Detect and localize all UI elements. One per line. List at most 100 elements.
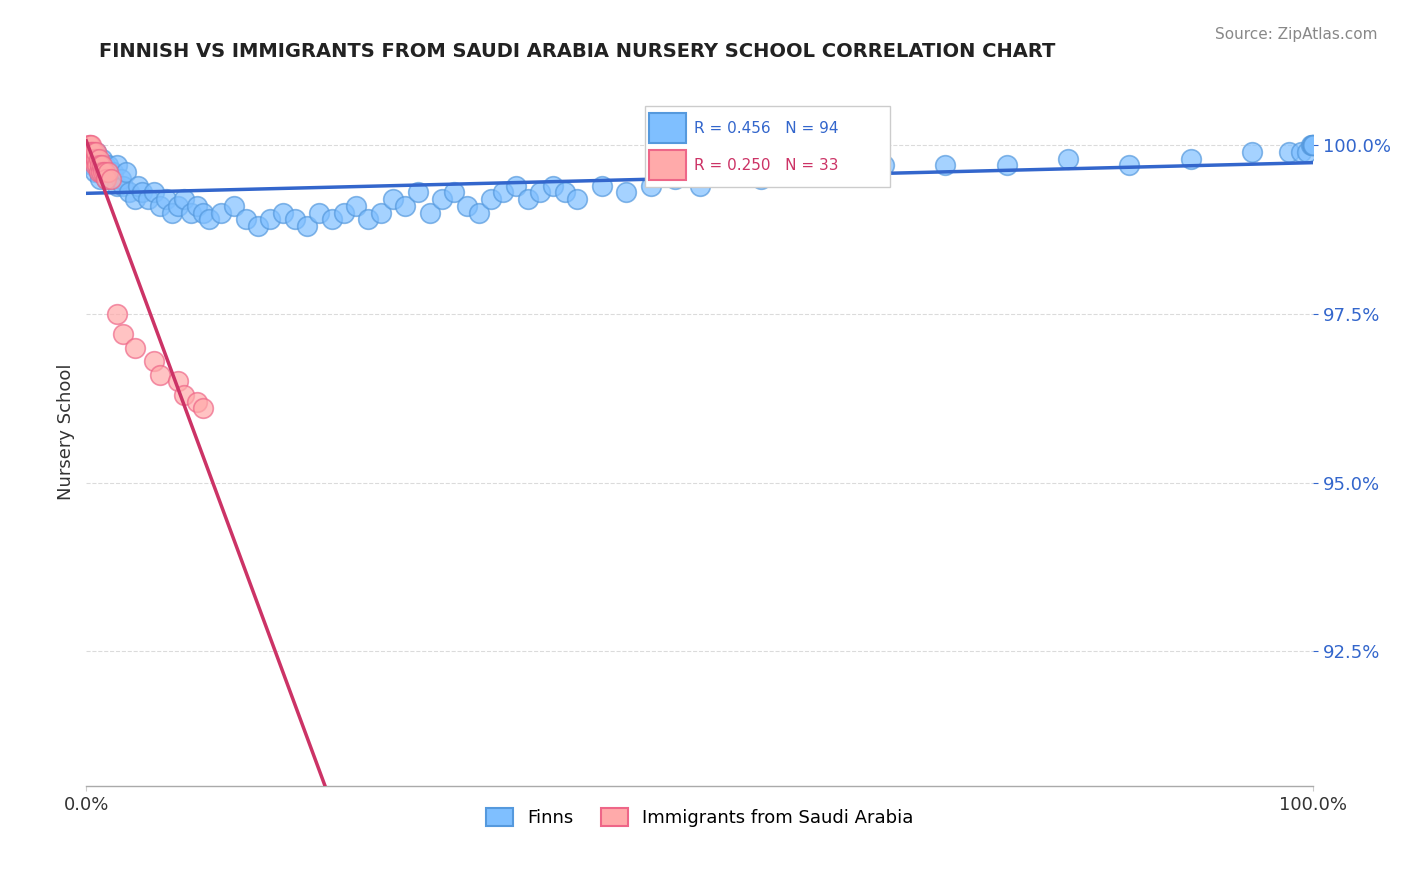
Point: [664, 172, 686, 186]
Point: [131, 186, 153, 200]
Point: [382, 192, 405, 206]
Point: [591, 178, 613, 193]
Point: [136, 192, 159, 206]
Point: [406, 186, 429, 200]
Point: [82, 145, 104, 159]
Point: [124, 192, 146, 206]
Point: [443, 186, 465, 200]
Point: [811, 165, 834, 179]
Point: [492, 186, 515, 200]
Point: [1289, 145, 1312, 159]
Point: [505, 178, 527, 193]
Point: [118, 186, 141, 200]
Point: [105, 307, 128, 321]
Point: [87, 152, 110, 166]
Point: [565, 192, 588, 206]
Point: [191, 205, 214, 219]
Point: [86, 152, 108, 166]
Point: [995, 158, 1018, 172]
Text: FINNISH VS IMMIGRANTS FROM SAUDI ARABIA NURSERY SCHOOL CORRELATION CHART: FINNISH VS IMMIGRANTS FROM SAUDI ARABIA …: [98, 42, 1054, 61]
Point: [89, 172, 111, 186]
Point: [84, 152, 107, 166]
Point: [1278, 145, 1301, 159]
Point: [749, 172, 772, 186]
Point: [529, 186, 551, 200]
Point: [87, 165, 110, 179]
Point: [333, 205, 356, 219]
Point: [90, 165, 112, 179]
Point: [1057, 152, 1080, 166]
Point: [160, 205, 183, 219]
Point: [86, 158, 108, 172]
Point: [357, 212, 380, 227]
Point: [430, 192, 453, 206]
Point: [191, 401, 214, 416]
Point: [167, 199, 190, 213]
Point: [640, 178, 662, 193]
Point: [82, 152, 104, 166]
Point: [173, 388, 195, 402]
Point: [112, 327, 135, 342]
Point: [87, 158, 110, 172]
Point: [370, 205, 392, 219]
Y-axis label: Nursery School: Nursery School: [58, 364, 75, 500]
Point: [934, 158, 956, 172]
Point: [90, 165, 112, 179]
Point: [180, 205, 202, 219]
Point: [84, 158, 107, 172]
Point: [77, 138, 100, 153]
Point: [91, 158, 114, 172]
Point: [614, 186, 637, 200]
Point: [1299, 138, 1322, 153]
Point: [83, 145, 105, 159]
Point: [83, 152, 105, 166]
Point: [873, 158, 896, 172]
Point: [91, 158, 114, 172]
Point: [114, 165, 136, 179]
Point: [96, 165, 118, 179]
Point: [209, 205, 232, 219]
Point: [321, 212, 343, 227]
Point: [124, 341, 146, 355]
Point: [82, 145, 104, 159]
Point: [167, 375, 190, 389]
Point: [259, 212, 281, 227]
Point: [80, 145, 103, 159]
Point: [93, 165, 115, 179]
Point: [271, 205, 294, 219]
Point: [83, 165, 105, 179]
Point: [284, 212, 307, 227]
Point: [155, 192, 177, 206]
Point: [93, 158, 115, 172]
Point: [110, 172, 132, 186]
Point: [142, 354, 165, 368]
Point: [1302, 138, 1324, 153]
Point: [1180, 152, 1202, 166]
Point: [93, 165, 115, 179]
Point: [149, 199, 172, 213]
Point: [103, 165, 125, 179]
Point: [89, 158, 111, 172]
Point: [84, 145, 107, 159]
Point: [105, 178, 128, 193]
Legend: Finns, Immigrants from Saudi Arabia: Finns, Immigrants from Saudi Arabia: [478, 800, 921, 834]
Point: [87, 165, 110, 179]
Point: [394, 199, 416, 213]
Point: [1240, 145, 1263, 159]
Point: [186, 394, 208, 409]
Point: [79, 152, 101, 166]
Point: [79, 138, 101, 153]
Point: [554, 186, 576, 200]
Point: [84, 145, 107, 159]
Point: [689, 178, 711, 193]
Point: [142, 186, 165, 200]
Point: [517, 192, 540, 206]
Point: [97, 158, 120, 172]
Point: [149, 368, 172, 382]
Point: [100, 172, 122, 186]
Point: [80, 138, 103, 153]
Point: [83, 158, 105, 172]
Point: [112, 178, 135, 193]
Point: [1296, 145, 1319, 159]
Point: [419, 205, 441, 219]
